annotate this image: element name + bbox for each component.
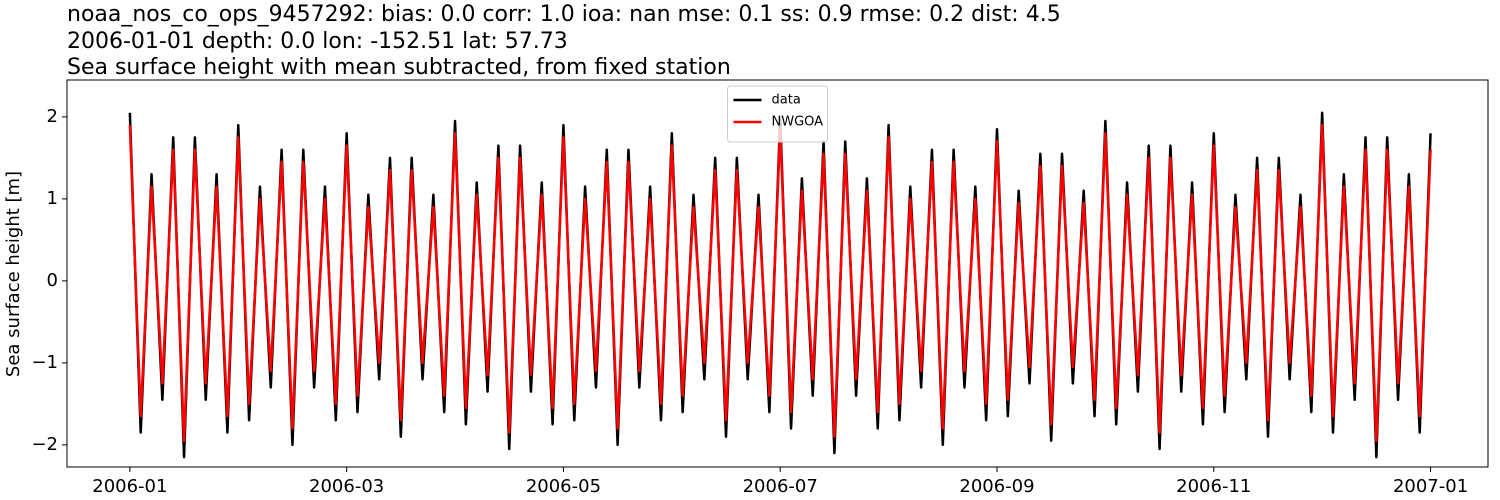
y-tick-label: −1 — [31, 352, 58, 373]
x-tick-label: 2006-07 — [743, 476, 818, 497]
y-tick-label: 0 — [47, 270, 58, 291]
x-tick-label: 2007-01 — [1393, 476, 1468, 497]
y-axis-label: Sea surface height [m] — [3, 171, 24, 377]
legend-label: NWGOA — [772, 115, 824, 130]
legend-label: data — [772, 93, 801, 108]
x-tick-label: 2006-05 — [526, 476, 601, 497]
plot-frame — [66, 79, 1489, 468]
y-tick-label: 1 — [47, 188, 58, 209]
y-tick-label: −2 — [31, 434, 58, 455]
y-tick-label: 2 — [47, 106, 58, 127]
title-line: 2006-01-01 depth: 0.0 lon: -152.51 lat: … — [67, 29, 568, 54]
x-tick-label: 2006-03 — [309, 476, 384, 497]
title-line: noaa_nos_co_ops_9457292: bias: 0.0 corr:… — [67, 2, 1061, 27]
series-line — [128, 111, 1432, 459]
series-line — [128, 123, 1432, 443]
title-line: Sea surface height with mean subtracted,… — [67, 55, 731, 80]
x-tick-label: 2006-11 — [1176, 476, 1251, 497]
x-tick-label: 2006-09 — [959, 476, 1034, 497]
x-tick-label: 2006-01 — [92, 476, 167, 497]
